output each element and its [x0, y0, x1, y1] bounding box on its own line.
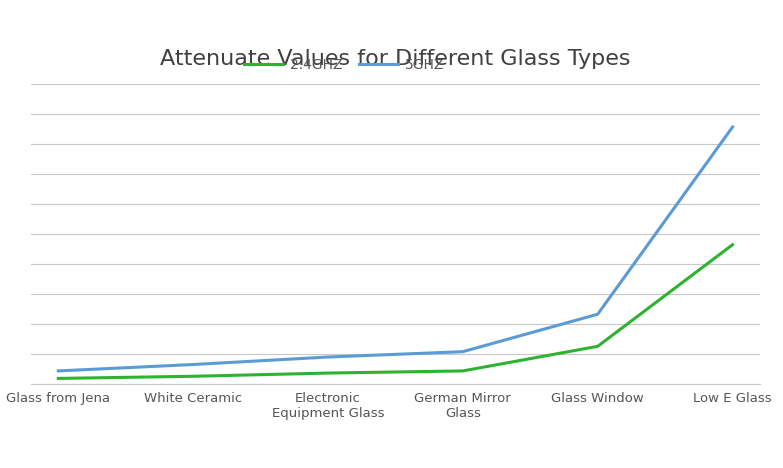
- 5GHZ: [53, 368, 63, 374]
- 2.4GHZ: [728, 242, 738, 248]
- Legend: 2.4GHZ, 5GHZ: 2.4GHZ, 5GHZ: [239, 52, 450, 77]
- 5GHZ: [458, 349, 467, 354]
- Line: 5GHZ: 5GHZ: [58, 127, 733, 371]
- 5GHZ: [323, 354, 333, 360]
- Title: Attenuate Values for Different Glass Types: Attenuate Values for Different Glass Typ…: [161, 49, 630, 69]
- 2.4GHZ: [593, 344, 602, 349]
- 2.4GHZ: [53, 376, 63, 381]
- 2.4GHZ: [323, 370, 333, 376]
- Line: 2.4GHZ: 2.4GHZ: [58, 245, 733, 379]
- 5GHZ: [728, 124, 738, 130]
- 2.4GHZ: [189, 373, 198, 379]
- 2.4GHZ: [458, 368, 467, 374]
- 5GHZ: [593, 311, 602, 317]
- 5GHZ: [189, 362, 198, 367]
